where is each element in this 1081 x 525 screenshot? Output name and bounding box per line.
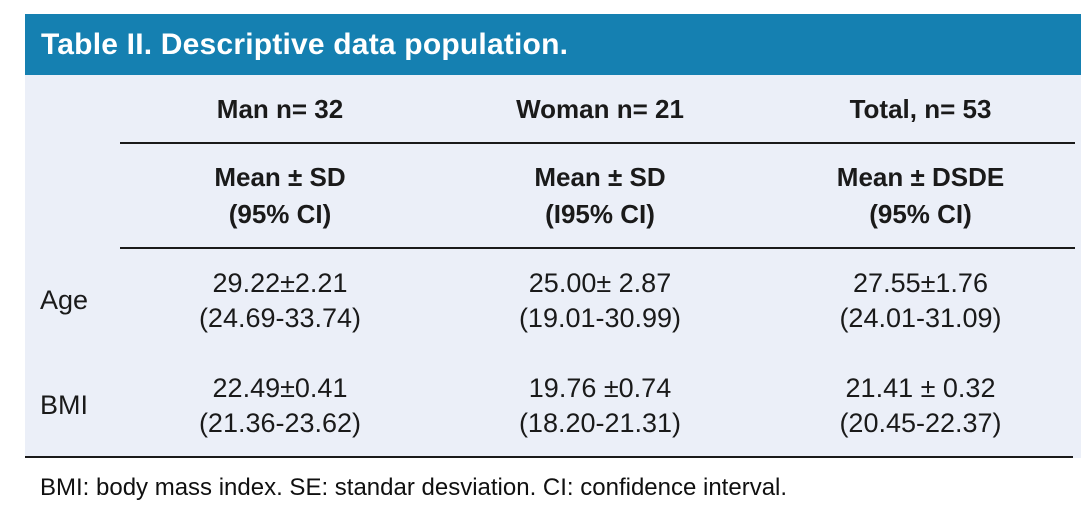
- age-total-mean: 27.55±1.76: [853, 267, 988, 298]
- header-bottom-rule: [120, 247, 1075, 249]
- subheader-man-line1: Mean ± SD: [214, 161, 346, 192]
- data-cell-bmi-woman: 19.76 ±0.74 (18.20-21.31): [440, 353, 760, 458]
- data-cell-age-total: 27.55±1.76 (24.01-31.09): [760, 248, 1081, 353]
- corner-spacer: [25, 75, 120, 143]
- bmi-woman-ci: (18.20-21.31): [518, 407, 682, 438]
- row-label-age: Age: [40, 285, 89, 315]
- data-cell-age-woman: 25.00± 2.87 (19.01-30.99): [440, 248, 760, 353]
- subheader-man-line2: (95% CI): [228, 198, 332, 229]
- bmi-total-mean: 21.41 ± 0.32: [845, 372, 996, 403]
- table-footnote: BMI: body mass index. SE: standar desvia…: [40, 474, 788, 501]
- bmi-man-mean: 22.49±0.41: [212, 372, 348, 403]
- bmi-total-ci: (20.45-22.37): [839, 407, 1002, 438]
- subheader-spacer: [25, 143, 120, 248]
- bmi-woman-mean: 19.76 ±0.74: [528, 372, 672, 403]
- table-title-bar: Table II. Descriptive data population.: [25, 14, 1081, 75]
- subheader-woman-line1: Mean ± SD: [534, 161, 666, 192]
- data-cell-bmi-total: 21.41 ± 0.32 (20.45-22.37): [760, 353, 1081, 458]
- age-woman-ci: (19.01-30.99): [518, 302, 682, 333]
- subheader-man: Mean ± SD (95% CI): [120, 143, 440, 248]
- column-header-total: Total, n= 53: [849, 93, 992, 124]
- age-man-mean: 29.22±2.21: [212, 267, 348, 298]
- row-label-bmi: BMI: [40, 390, 89, 420]
- header-top-rule: [120, 142, 1075, 144]
- subheader-total: Mean ± DSDE (95% CI): [760, 143, 1081, 248]
- table-title: Table II. Descriptive data population.: [41, 27, 569, 61]
- data-cell-age-man: 29.22±2.21 (24.69-33.74): [120, 248, 440, 353]
- column-header-man: Man n= 32: [216, 93, 344, 124]
- subheader-total-line1: Mean ± DSDE: [836, 161, 1005, 192]
- column-header-woman: Woman n= 21: [516, 93, 684, 124]
- age-woman-mean: 25.00± 2.87: [528, 267, 672, 298]
- subheader-woman-line2: (I95% CI): [545, 198, 655, 229]
- age-man-ci: (24.69-33.74): [198, 302, 362, 333]
- table-body-panel: Man n= 32 Woman n= 21 Total, n= 53 Mean …: [25, 75, 1081, 458]
- data-cell-bmi-man: 22.49±0.41 (21.36-23.62): [120, 353, 440, 458]
- age-total-ci: (24.01-31.09): [839, 302, 1002, 333]
- subheader-total-line2: (95% CI): [869, 198, 972, 229]
- bmi-man-ci: (21.36-23.62): [198, 407, 362, 438]
- subheader-woman: Mean ± SD (I95% CI): [440, 143, 760, 248]
- table-bottom-rule: [25, 456, 1073, 458]
